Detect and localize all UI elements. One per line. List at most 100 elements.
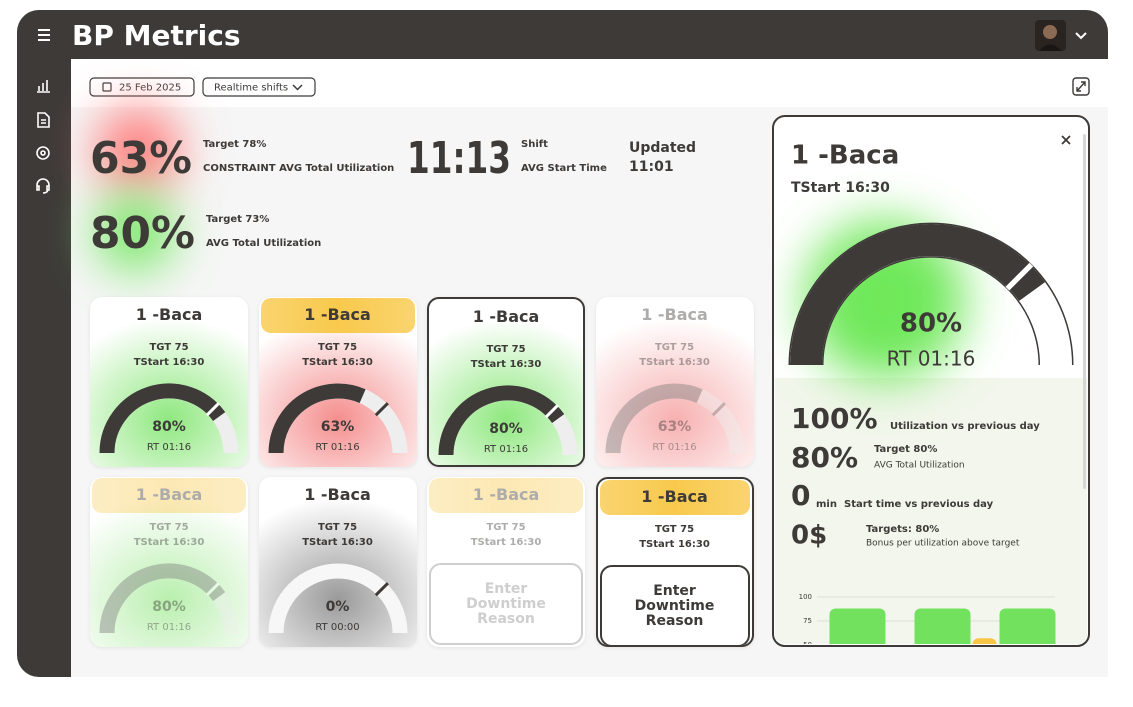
- card-title: 1 -Baca: [304, 485, 371, 504]
- card-runtime: RT 01:16: [483, 444, 529, 455]
- gauge-target-marker: [544, 404, 559, 419]
- card-content: 1 -Baca TGT 75 TStart 16:30 80% RT 01:16: [90, 297, 248, 467]
- card-title: 1 -Baca: [135, 305, 203, 324]
- card-start: TStart 16:30: [302, 537, 373, 548]
- gauge-value: [268, 383, 366, 454]
- y-tick-label: 75: [803, 617, 812, 625]
- card-gauge: [99, 563, 239, 634]
- avatar[interactable]: [1035, 20, 1066, 51]
- gauge-target-marker: [205, 402, 220, 417]
- detail-runtime: RT 01:16: [887, 347, 976, 371]
- nav-support[interactable]: [36, 178, 50, 194]
- card-target: TGT 75: [486, 344, 526, 355]
- card-gauge: [268, 383, 407, 454]
- total-value: 80%: [90, 208, 195, 259]
- shift-card[interactable]: 1 -Baca TGT 75 TStart 16:30 80% RT 01:16: [90, 297, 248, 467]
- constraint-label: CONSTRAINT AVG Total Utilization: [203, 163, 394, 174]
- card-runtime: RT 01:16: [652, 442, 697, 453]
- updated-label: Updated: [629, 140, 696, 156]
- y-tick-label: 100: [799, 593, 812, 601]
- stat-value: 0$: [791, 521, 827, 551]
- gauge-value: [99, 563, 226, 634]
- shift-card[interactable]: 1 -Baca TGT 75 TStart 16:30 0% RT 00:00: [258, 477, 417, 647]
- gauge-target-marker: [374, 582, 389, 597]
- card-title: 1 -Baca: [472, 485, 540, 504]
- account-chevron[interactable]: [1075, 32, 1087, 40]
- card-value: 63%: [657, 419, 692, 435]
- shift-select[interactable]: Realtime shifts: [202, 77, 316, 97]
- total-target: Target 73%: [206, 214, 269, 225]
- gauge-target-marker: [205, 582, 220, 597]
- stat-sublabel: Bonus per utilization above target: [866, 539, 1020, 549]
- card-title: 1 -Baca: [135, 485, 203, 504]
- detail-start: TStart 16:30: [791, 180, 890, 196]
- card-target: TGT 75: [654, 342, 695, 353]
- downtime-button[interactable]: Enter Downtime Reason: [599, 565, 750, 645]
- stat-label: Target 80%: [874, 444, 937, 455]
- card-title-bg: [92, 478, 246, 513]
- gauge-target-marker: [1005, 262, 1034, 291]
- stat-label: Start time vs previous day: [844, 499, 994, 510]
- downtime-button[interactable]: Enter Downtime Reason: [429, 563, 583, 645]
- card-target: TGT 75: [486, 522, 526, 533]
- shift-card[interactable]: 1 -Baca TGT 75 TStart 16:30 63% RT 01:16: [258, 297, 417, 467]
- card-title-bg: [599, 480, 750, 515]
- card-title: 1 -Baca: [641, 305, 708, 324]
- card-value: 0%: [325, 599, 350, 615]
- stat-sublabel: AVG Total Utilization: [874, 461, 965, 471]
- date-picker[interactable]: 25 Feb 2025: [89, 77, 195, 97]
- bar: [829, 608, 886, 644]
- card-value: 63%: [320, 419, 355, 435]
- shift-label: Shift: [521, 139, 548, 150]
- card-runtime: RT 01:16: [146, 442, 192, 453]
- shift-card[interactable]: 1 -Baca TGT 75 TStart 16:30 63% RT 01:16: [595, 297, 754, 467]
- card-target: TGT 75: [149, 522, 189, 533]
- card-title: 1 -Baca: [304, 305, 371, 324]
- total-label: AVG Total Utilization: [206, 238, 321, 249]
- card-content: 1 -Baca TGT 75 TStart 16:30 80% RT 01:16: [429, 299, 583, 465]
- shift-card[interactable]: 1 -Baca TGT 75 TStart 16:30 Enter Downtime …: [595, 477, 754, 647]
- expand-button[interactable]: [1072, 77, 1090, 96]
- y-tick-label: 50: [803, 641, 812, 649]
- card-runtime: RT 01:16: [315, 442, 360, 453]
- gauge-track: [268, 563, 407, 634]
- bar: [914, 608, 971, 644]
- gauge-value: [438, 385, 565, 456]
- card-content: 1 -Baca TGT 75 TStart 16:30 0% RT 00:00: [259, 477, 417, 647]
- card-gauge: [438, 385, 578, 456]
- card-target: TGT 75: [317, 522, 358, 533]
- gauge-track: [99, 563, 239, 634]
- stat-value: 0: [791, 479, 810, 512]
- card-title-bg: [260, 298, 415, 333]
- gauge-value: [99, 383, 226, 454]
- card-target: TGT 75: [149, 342, 189, 353]
- total-glow: [95, 192, 175, 272]
- shift-card[interactable]: 1 -Baca TGT 75 TStart 16:30 Enter Downtime …: [427, 477, 585, 647]
- stat-label: Utilization vs previous day: [890, 421, 1040, 432]
- nav-stats[interactable]: [37, 80, 50, 93]
- gauge-target-marker: [374, 402, 389, 417]
- card-content: 1 -Baca TGT 75 TStart 16:30 Enter Downtime …: [427, 477, 585, 647]
- shift-value: 11:13: [407, 133, 511, 184]
- updated-time: 11:01: [629, 159, 674, 175]
- nav-report[interactable]: [37, 112, 50, 128]
- card-target: TGT 75: [317, 342, 358, 353]
- card-value: 80%: [152, 599, 186, 615]
- nav-settings[interactable]: [36, 146, 50, 160]
- shift-card[interactable]: 1 -Baca TGT 75 TStart 16:30 80% RT 01:16: [90, 477, 248, 647]
- stat-label: Targets: 80%: [866, 524, 939, 535]
- card-start: TStart 16:30: [470, 537, 542, 548]
- constraint-value: 63%: [90, 133, 192, 184]
- shift-card[interactable]: 1 -Baca TGT 75 TStart 16:30 80% RT 01:16: [427, 297, 585, 467]
- card-start: TStart 16:30: [133, 357, 205, 368]
- card-title: 1 -Baca: [641, 487, 708, 506]
- shift-sublabel: AVG Start Time: [521, 163, 607, 174]
- detail-gauge-value: 80%: [900, 309, 962, 339]
- gauge-target-marker: [711, 402, 726, 417]
- card-start: TStart 16:30: [302, 357, 373, 368]
- panel-scrollbar[interactable]: [1083, 134, 1086, 489]
- close-button[interactable]: [1061, 135, 1071, 145]
- menu-icon[interactable]: [38, 29, 50, 41]
- gauge-track: [605, 383, 744, 454]
